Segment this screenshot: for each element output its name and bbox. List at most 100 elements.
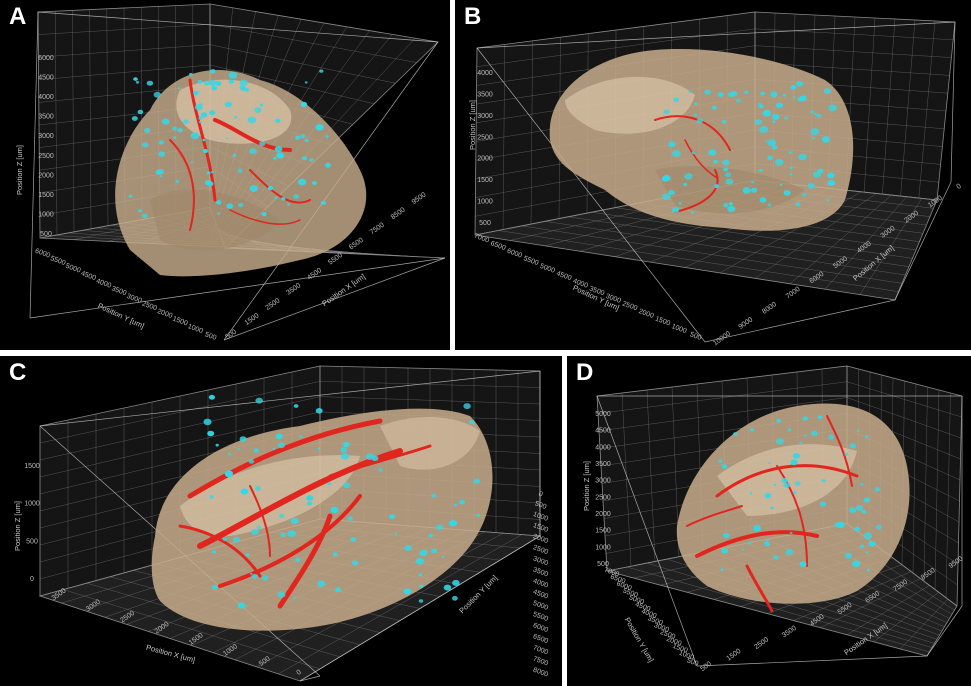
tick-label: 3000: [605, 293, 622, 305]
tick-label: 4000: [640, 608, 657, 620]
y-axis-label: Position Y [um]: [96, 301, 145, 330]
tick-label: 0: [537, 491, 543, 499]
tissue-volume: [151, 408, 493, 631]
tick-label: 3500: [595, 461, 611, 468]
tick-label: 6000: [38, 55, 54, 62]
tick-label: 1500: [38, 192, 54, 199]
tick-label: 6000: [34, 248, 51, 260]
tick-label: 1000: [187, 323, 204, 335]
tick-label: 5500: [522, 255, 539, 267]
tissue-volume: [115, 70, 367, 277]
tick-label: 5500: [532, 611, 549, 623]
cell-markers: [203, 394, 481, 609]
z-axis-ticks: 1500 1000 500 0: [24, 463, 40, 583]
tick-label: 0: [296, 669, 303, 677]
tick-label: 6000: [615, 580, 632, 592]
tick-label: 2000: [532, 533, 549, 545]
tick-label: 2500: [753, 636, 770, 651]
tick-label: 5000: [64, 263, 81, 275]
panel-label: D: [576, 359, 594, 386]
tick-label: 3500: [38, 114, 54, 121]
tick-label: 10000: [712, 330, 732, 347]
tick-label: 4500: [595, 428, 611, 435]
tick-label: 2500: [659, 629, 676, 641]
tick-label: 1000: [477, 199, 493, 206]
tick-label: 5000: [539, 263, 556, 275]
tick-label: 4500: [532, 589, 549, 601]
tick-label: 1500: [24, 463, 40, 470]
tick-label: 4500: [38, 75, 54, 82]
tick-label: 4000: [38, 94, 54, 101]
tick-label: 500: [258, 655, 272, 667]
y-axis-label: Position Y [um]: [457, 573, 499, 615]
tick-label: 4000: [532, 578, 549, 590]
tick-label: 5500: [622, 587, 639, 599]
z-axis-label: Position Z [um]: [468, 100, 477, 150]
tick-label: 2500: [38, 153, 54, 160]
vessel-network: [686, 415, 859, 613]
tick-label: 4500: [306, 267, 323, 282]
axis-labels: 500045004000350030002500200015001000500 …: [582, 411, 965, 673]
tick-label: 1000: [38, 211, 54, 218]
y-axis-ticks: 7000650060005500500045004000350030002500…: [603, 567, 699, 668]
tick-label: 500: [26, 538, 38, 545]
panel-label: C: [9, 359, 27, 386]
tick-label: 1000: [222, 643, 239, 658]
z-axis-ticks: 5000 4500 4000 3500 3000 2500 2000 1500 1000 500: [595, 411, 611, 568]
tick-label: 2500: [595, 494, 611, 501]
z-axis-ticks: 4000 3500 3000 2500 2000 1500 1000 500: [477, 70, 493, 227]
panel-c-render: [38, 365, 542, 682]
z-axis-label: Position Z [um]: [15, 145, 24, 195]
tick-label: 500: [479, 220, 491, 227]
y-axis-ticks: 0500100015002000250030003500400045005000…: [532, 491, 549, 679]
tick-label: 1500: [477, 177, 493, 184]
tick-label: 3500: [588, 285, 605, 297]
tick-label: 9500: [411, 191, 428, 206]
tick-label: 500: [597, 561, 609, 568]
tick-label: 8000: [761, 301, 778, 316]
tick-label: 3000: [477, 113, 493, 120]
tick-label: 2000: [156, 308, 173, 320]
tick-label: 4000: [595, 444, 611, 451]
tick-label: 2000: [38, 172, 54, 179]
panel-label: A: [9, 3, 27, 30]
tick-label: 4500: [809, 613, 826, 628]
tick-label: 1500: [726, 648, 743, 663]
z-axis-label: Position Z [um]: [582, 461, 591, 511]
tick-label: 1500: [244, 312, 261, 327]
tick-label: 6500: [609, 574, 626, 586]
tick-label: 2500: [621, 300, 638, 312]
tick-label: 500: [534, 500, 547, 511]
tick-label: 9000: [737, 316, 754, 331]
tick-label: 500: [40, 231, 52, 238]
tick-label: 4500: [80, 270, 97, 282]
tick-label: 1000: [678, 650, 695, 662]
x-axis-ticks: 3500 3000 2500 2000 1500 1000 500 0: [51, 587, 303, 676]
panel-b-render: [474, 11, 956, 343]
z-axis-ticks: 6000 4500 4000 3500 3000 2500 2000 1500 1000 500: [38, 55, 54, 238]
tick-label: 6000: [532, 622, 549, 634]
tick-label: 7500: [532, 656, 549, 668]
tick-label: 1000: [532, 511, 549, 523]
tick-label: 3500: [781, 625, 798, 640]
cell-markers: [128, 69, 331, 218]
vessel-network: [178, 418, 432, 609]
tick-label: 7000: [603, 567, 620, 579]
tick-label: 5500: [49, 255, 66, 267]
tick-label: 500: [699, 660, 713, 672]
tick-label: 3500: [51, 587, 68, 602]
tick-label: 6500: [489, 240, 506, 252]
tick-label: 3500: [285, 282, 302, 297]
tick-label: 500: [689, 331, 702, 342]
panel-a-render: [29, 3, 446, 341]
x-axis-label: Position X [um]: [842, 621, 888, 657]
tick-label: 2000: [477, 156, 493, 163]
tick-label: 3500: [532, 567, 549, 579]
tick-label: 3500: [477, 91, 493, 98]
tick-label: 2000: [154, 621, 171, 636]
x-axis-label: Position X [um]: [320, 272, 366, 308]
panel-d: D 5000 4500 4000 3500 3000 2500 2000 1500 1000 50…: [567, 356, 971, 686]
tick-label: 4000: [95, 278, 112, 290]
